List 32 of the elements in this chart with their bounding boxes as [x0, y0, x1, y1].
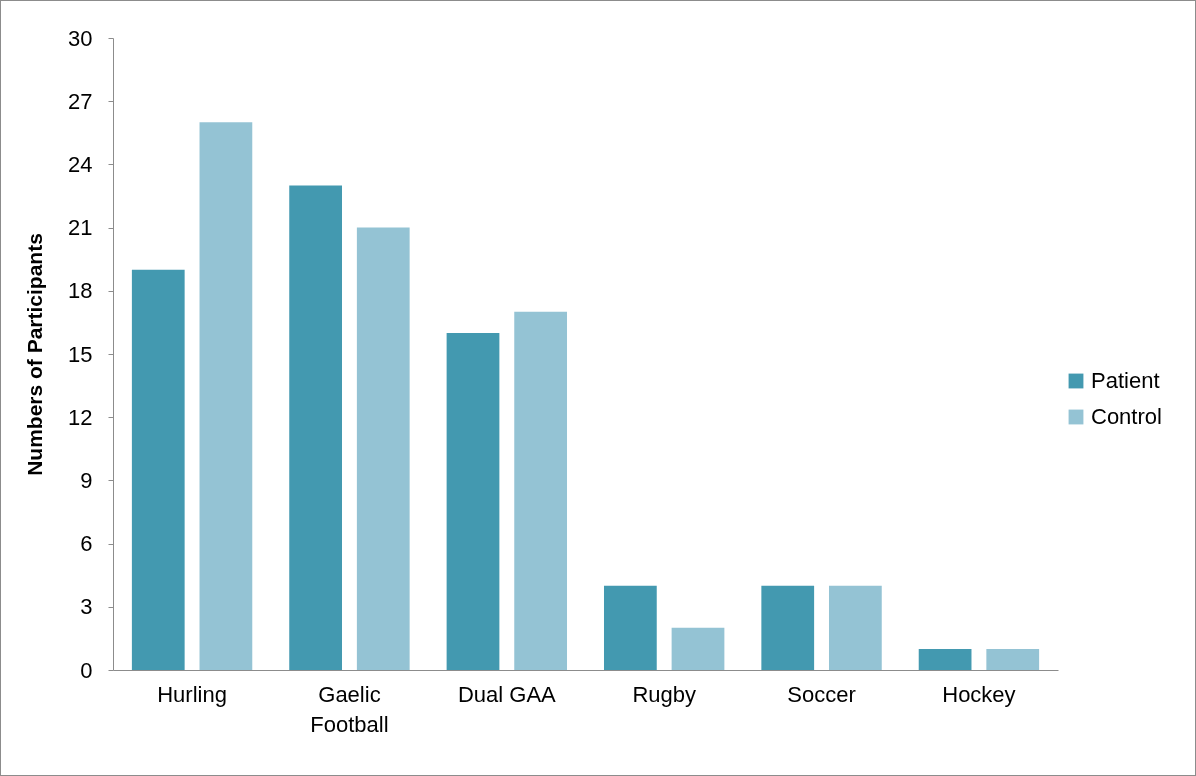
- legend-label: Control: [1091, 404, 1162, 429]
- bar: [514, 311, 568, 670]
- bar: [356, 227, 410, 670]
- y-tick-label: 6: [80, 531, 93, 557]
- y-tick-label: 27: [68, 88, 93, 114]
- y-tick-label: 3: [80, 594, 93, 620]
- y-tick-label: 30: [68, 25, 93, 51]
- bar: [199, 122, 253, 670]
- bar: [603, 585, 657, 670]
- bar: [289, 185, 343, 670]
- bar: [828, 585, 882, 670]
- x-tick-label: Hockey: [942, 681, 1016, 707]
- y-tick-label: 9: [80, 467, 93, 493]
- bar: [671, 627, 725, 670]
- x-tick-label: Hurling: [157, 681, 227, 707]
- bar: [446, 332, 500, 670]
- bar: [761, 585, 815, 670]
- x-tick-label: Rugby: [632, 681, 696, 707]
- x-tick-label: Dual GAA: [457, 681, 557, 707]
- y-tick-label: 0: [80, 657, 93, 683]
- y-tick-label: 15: [68, 341, 93, 367]
- y-axis-title: Numbers of Participants: [23, 233, 47, 476]
- bar: [918, 648, 972, 670]
- y-tick-label: 21: [68, 215, 93, 241]
- bar: [131, 269, 185, 670]
- y-tick-label: 18: [68, 278, 93, 304]
- legend-label: Patient: [1091, 368, 1160, 393]
- y-tick-label: 24: [68, 151, 93, 177]
- bar: [986, 648, 1040, 670]
- y-tick-label: 12: [68, 404, 93, 430]
- x-tick-label: Gaelic Football: [310, 681, 389, 737]
- x-tick-label: Soccer: [787, 681, 856, 707]
